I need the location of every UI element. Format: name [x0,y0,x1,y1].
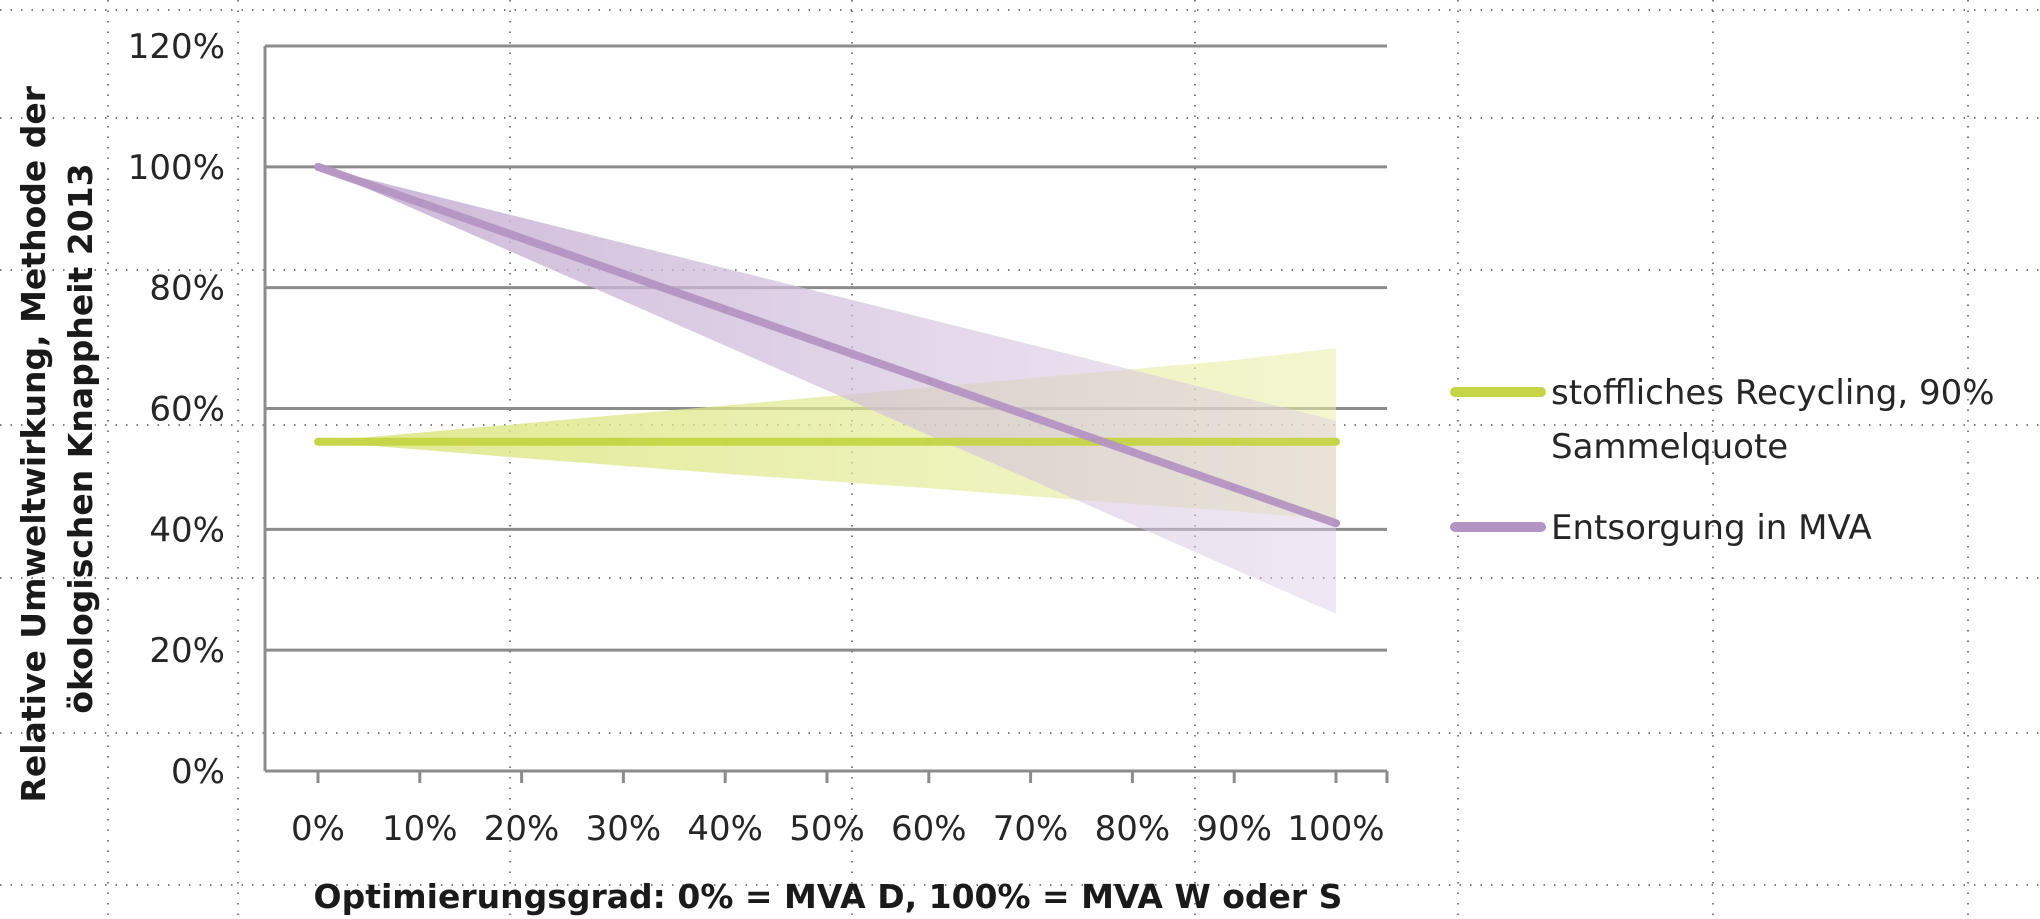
point-series-0-1 [416,438,424,446]
y-axis-title-line1: Relative Umweltwirkung, Methode der [14,85,53,802]
point-series-1-0 [314,163,322,171]
point-series-0-8 [1128,438,1136,446]
point-series-0-6 [925,438,933,446]
point-series-0-9 [1230,438,1238,446]
x-tick-label-8: 80% [1095,809,1171,849]
legend-label-0-line-0: stoffliches Recycling, 90% [1551,373,1995,413]
legend-label-0: stoffliches Recycling, 90% Sammelquote [1551,373,1995,467]
point-series-1-6 [925,377,933,385]
y-tick-label-3: 60% [149,390,225,430]
x-tick-label-5: 50% [789,809,865,849]
point-series-1-2 [518,234,526,242]
x-tick-label-1: 10% [382,809,458,849]
legend-label-0-line-1: Sammelquote [1551,427,1788,467]
point-series-1-4 [721,305,729,313]
uncertainty-bands [318,166,1336,614]
point-series-1-1 [416,198,424,206]
point-series-0-2 [518,438,526,446]
y-axis-title-line2: ökologischen Knappheit 2013 [61,163,100,713]
band-series-1 [318,166,1336,614]
x-tick-label-3: 30% [586,809,662,849]
point-series-1-3 [619,270,627,278]
point-series-0-10 [1332,438,1340,446]
point-series-0-5 [823,438,831,446]
x-tick-label-10: 100% [1287,809,1384,849]
point-series-0-7 [1027,438,1035,446]
y-tick-label-0: 0% [171,752,225,792]
point-series-1-5 [823,341,831,349]
legend-label-1: Entsorgung in MVA [1551,508,1872,548]
point-series-1-10 [1332,519,1340,527]
y-tick-label-2: 40% [149,510,225,550]
x-tick-label-2: 20% [484,809,560,849]
y-tick-label-1: 20% [149,631,225,671]
y-tick-label-4: 80% [149,269,225,309]
x-tick-labels: 0% 10% 20% 30% 40% 50% 60% 70% 80% 90% 100% [291,809,1385,849]
legend: stoffliches Recycling, 90% Sammelquote Ent… [1450,373,1995,548]
y-tick-label-6: 120% [128,27,225,67]
y-tick-labels: 0% 20% 40% 60% 80% 100% 120% [128,27,225,792]
legend-label-1-line-0: Entsorgung in MVA [1551,508,1872,548]
point-series-0-0 [314,438,322,446]
x-tick-label-4: 40% [687,809,763,849]
point-series-1-9 [1230,484,1238,492]
y-axis-title: Relative Umweltwirkung, Methode der ökol… [14,74,100,802]
point-series-1-8 [1128,448,1136,456]
point-series-0-4 [721,438,729,446]
x-tick-label-9: 90% [1196,809,1272,849]
x-tick-label-6: 60% [891,809,967,849]
x-axis-title: Optimierungsgrad: 0% = MVA D, 100% = MVA… [314,877,1343,916]
x-tick-label-7: 70% [993,809,1069,849]
point-series-0-3 [619,438,627,446]
x-tick-label-0: 0% [291,809,345,849]
axes [263,46,1389,783]
series-lines [314,162,1340,528]
y-tick-label-5: 100% [128,148,225,188]
point-series-1-7 [1027,412,1035,420]
